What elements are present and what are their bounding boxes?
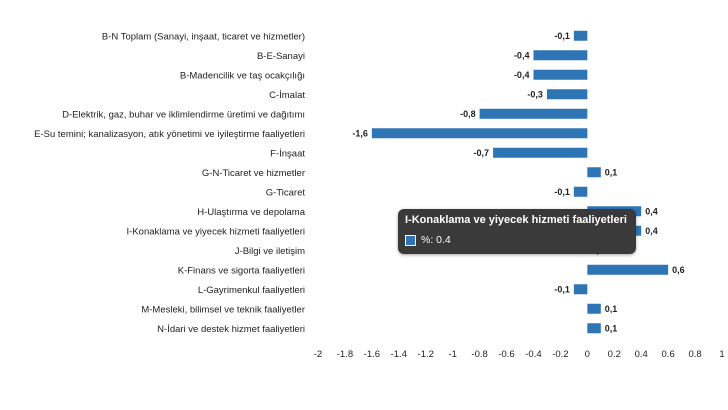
x-tick-label: 0.8 — [688, 349, 701, 360]
bar[interactable] — [573, 284, 588, 295]
data-label: -0,4 — [514, 70, 530, 80]
x-tick-label: -0.6 — [498, 349, 514, 360]
category-label: L-Gayrimenkul faaliyetleri — [198, 285, 305, 296]
category-label: G-Ticaret — [266, 187, 306, 198]
bar[interactable] — [533, 69, 588, 80]
x-tick-label: -1.6 — [364, 349, 380, 360]
category-label: N-İdari ve destek hizmet faaliyetleri — [157, 324, 305, 335]
data-label: -0,1 — [554, 284, 570, 294]
x-tick-label: 0 — [585, 349, 590, 360]
data-label: 0,4 — [645, 206, 658, 216]
bar[interactable] — [371, 128, 588, 139]
x-tick-label: 0.6 — [662, 349, 675, 360]
data-label: -0,3 — [527, 89, 543, 99]
category-label: E-Su temini; kanalizasyon, atık yönetimi… — [34, 129, 305, 140]
tooltip-series-row: %: 0.4 — [405, 234, 451, 246]
bar[interactable] — [533, 50, 588, 61]
x-tick-label: -1.4 — [391, 349, 407, 360]
data-label: 0,1 — [605, 167, 618, 177]
bar[interactable] — [587, 264, 669, 275]
data-label: -0,7 — [474, 148, 490, 158]
tooltip-series-value: %: 0.4 — [421, 234, 451, 246]
x-tick-label: -1.8 — [337, 349, 353, 360]
bar[interactable] — [573, 186, 588, 197]
x-tick-label: -0.8 — [471, 349, 487, 360]
x-tick-label: -2 — [314, 349, 322, 360]
category-label: H-Ulaştırma ve depolama — [197, 207, 305, 218]
bar[interactable] — [587, 323, 601, 334]
bar[interactable] — [479, 108, 588, 119]
x-axis: -2 -1.8 -1.6 -1.4 -1.2 -1 -0.8 -0.6 -0.4 -0.2 0 0.2… — [314, 349, 725, 360]
tooltip-title: I-Konaklama ve yiyecek hizmeti faaliyetl… — [405, 214, 627, 226]
category-label: M-Mesleki, bilimsel ve teknik faaliyetle… — [141, 304, 305, 315]
data-label: 0,4 — [645, 226, 658, 236]
category-label: I-Konaklama ve yiyecek hizmeti faaliyetl… — [127, 226, 305, 237]
data-label: -0,1 — [554, 187, 570, 197]
x-tick-label: -0.4 — [525, 349, 541, 360]
x-tick-label: -1.2 — [418, 349, 434, 360]
bar[interactable] — [493, 147, 588, 158]
bar[interactable] — [573, 30, 588, 41]
x-tick-label: -0.2 — [552, 349, 568, 360]
category-label: G-N-Ticaret ve hizmetler — [202, 168, 305, 179]
category-label: D-Elektrik, gaz, buhar ve iklimlendirme … — [62, 109, 305, 120]
data-label: 0,1 — [605, 323, 618, 333]
hover-tooltip: I-Konaklama ve yiyecek hizmeti faaliyetl… — [398, 209, 636, 254]
bar[interactable] — [587, 167, 601, 178]
category-label: B-Madencilik ve taş ocakçılığı — [180, 70, 305, 81]
x-tick-label: -1 — [448, 349, 456, 360]
category-label: C-İmalat — [269, 90, 305, 101]
data-label: -0,4 — [514, 50, 530, 60]
data-label: 0,6 — [672, 265, 685, 275]
data-labels: -0,1 -0,4 -0,4 -0,3 -0,8 -1,6 -0,7 0,1 -0,1 0,4 0,… — [352, 31, 684, 334]
data-label: 0,1 — [605, 304, 618, 314]
category-label: B-E-Sanayi — [257, 51, 305, 62]
x-tick-label: 0.2 — [608, 349, 621, 360]
category-label: B-N Toplam (Sanayi, inşaat, ticaret ve h… — [102, 31, 305, 42]
x-tick-label: 0.4 — [635, 349, 648, 360]
data-label: -0,1 — [554, 31, 570, 41]
data-label: -1,6 — [352, 128, 368, 138]
category-label: K-Finans ve sigorta faaliyetleri — [178, 265, 305, 276]
bar[interactable] — [587, 303, 601, 314]
category-label: F-İnşaat — [270, 148, 305, 159]
category-label: J-Bilgi ve iletişim — [235, 246, 305, 257]
x-tick-label: 1 — [719, 349, 724, 360]
tooltip-series-swatch — [405, 234, 416, 246]
category-labels: B-N Toplam (Sanayi, inşaat, ticaret ve h… — [34, 31, 306, 335]
data-label: -0,8 — [460, 109, 476, 119]
bar[interactable] — [546, 89, 588, 100]
